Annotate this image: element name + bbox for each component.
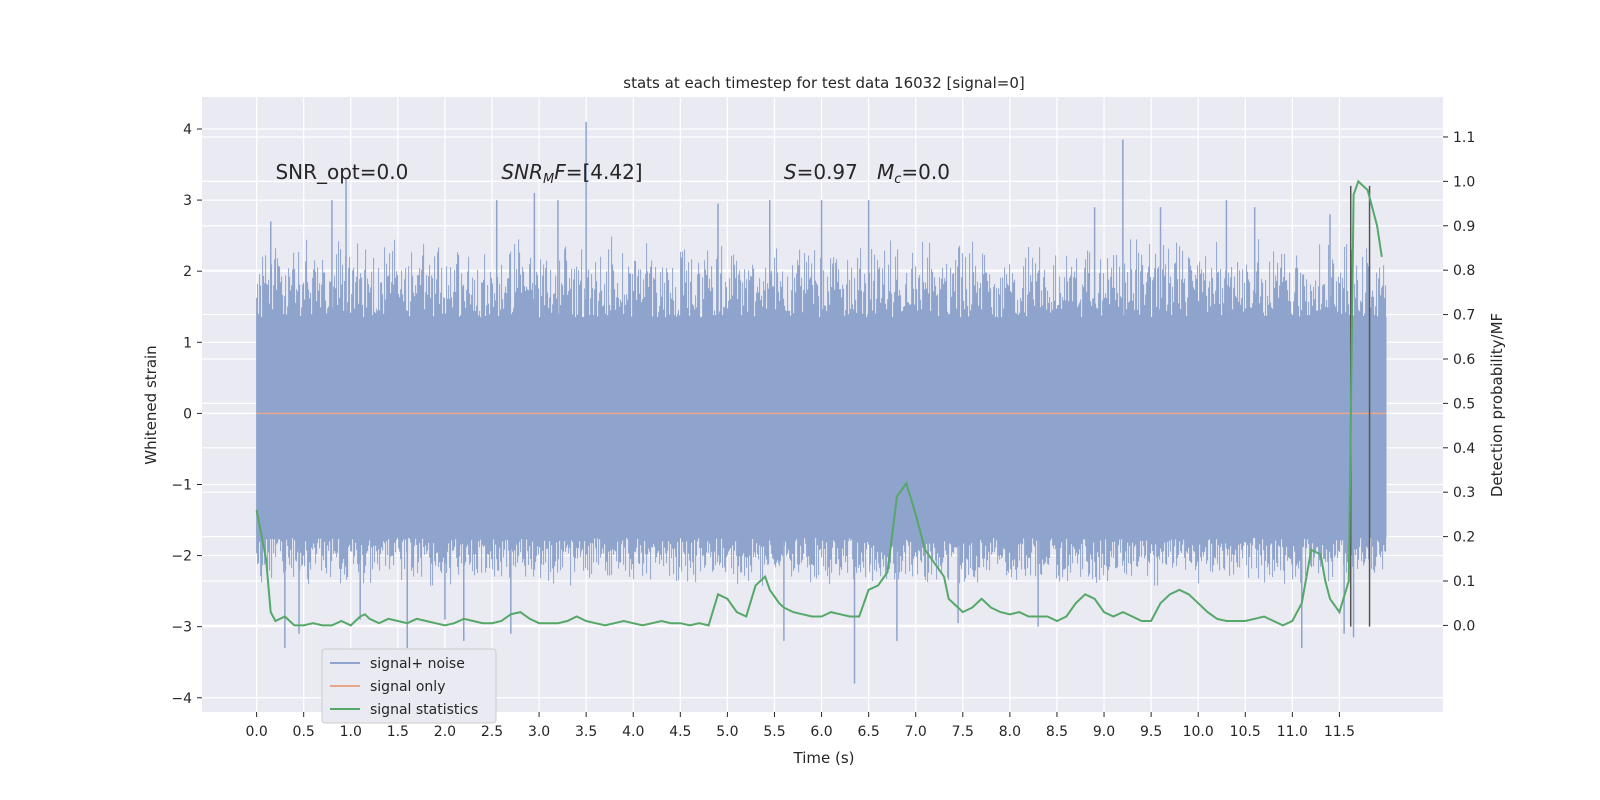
y-right-tick-label: 0.9 <box>1453 219 1475 235</box>
x-tick-label: 2.0 <box>434 724 456 740</box>
y-right-tick-label: 1.0 <box>1453 174 1475 190</box>
y-right-tick-label: 0.2 <box>1453 530 1475 546</box>
x-tick-label: 2.5 <box>481 724 503 740</box>
annotation-s-mc: S=0.97 Mc=0.0 <box>784 160 950 187</box>
x-tick-label: 7.5 <box>952 724 974 740</box>
x-tick-label: 6.0 <box>810 724 832 740</box>
x-tick-label: 9.0 <box>1093 724 1115 740</box>
signal-statistics-series <box>255 179 1383 627</box>
x-axis-ticks: 0.0 0.5 1.0 1.5 2.0 2.5 3.0 3.5 4.0 4.5 5.0 5.5 6.0 6… <box>245 712 1355 740</box>
y-left-tick-label: 0 <box>183 406 192 422</box>
x-tick-label: 5.0 <box>716 724 738 740</box>
x-tick-label: 4.5 <box>669 724 691 740</box>
x-tick-label: 11.5 <box>1324 724 1355 740</box>
y-left-axis-title: Whitened strain <box>142 345 160 464</box>
y-left-tick-label: 1 <box>183 335 192 351</box>
x-tick-label: 3.5 <box>575 724 597 740</box>
y-left-tick-label: −4 <box>171 691 192 707</box>
y-left-tick-label: −3 <box>171 620 192 636</box>
x-tick-label: 3.0 <box>528 724 550 740</box>
y-left-axis-ticks: −4 −3 −2 −1 0 1 2 3 4 <box>171 122 202 707</box>
x-tick-label: 10.5 <box>1230 724 1261 740</box>
y-right-tick-label: 0.4 <box>1453 441 1475 457</box>
legend-label: signal+ noise <box>370 656 465 672</box>
noise-series <box>256 121 1387 684</box>
y-left-tick-label: −2 <box>171 549 192 565</box>
annotations: SNR_opt=0.0 SNRMF=[4.42] S=0.97 Mc=0.0 <box>275 160 950 187</box>
x-axis-title: Time (s) <box>793 749 855 767</box>
y-right-tick-label: 1.1 <box>1453 130 1475 146</box>
x-tick-label: 1.5 <box>387 724 409 740</box>
chart-title: stats at each timestep for test data 160… <box>623 74 1024 92</box>
y-left-tick-label: 2 <box>183 264 192 280</box>
y-right-axis-title: Detection probability/MF <box>1488 313 1506 497</box>
y-right-tick-label: 0.8 <box>1453 263 1475 279</box>
x-tick-label: 8.5 <box>1046 724 1068 740</box>
x-tick-label: 11.0 <box>1277 724 1308 740</box>
y-left-tick-label: 3 <box>183 193 192 209</box>
y-left-tick-label: −1 <box>171 477 192 493</box>
legend-label: signal statistics <box>370 702 478 718</box>
x-tick-label: 0.0 <box>245 724 267 740</box>
noise-trace <box>256 236 1387 586</box>
x-tick-label: 0.5 <box>293 724 315 740</box>
x-tick-label: 9.5 <box>1140 724 1162 740</box>
y-right-tick-label: 0.7 <box>1453 308 1475 324</box>
y-right-tick-label: 0.0 <box>1453 618 1475 634</box>
y-right-tick-label: 0.6 <box>1453 352 1475 368</box>
y-right-tick-label: 0.5 <box>1453 396 1475 412</box>
y-left-tick-label: 4 <box>183 122 192 138</box>
annotation-snr-mf: SNRMF=[4.42] <box>501 160 642 187</box>
x-tick-label: 1.0 <box>340 724 362 740</box>
x-tick-label: 6.5 <box>858 724 880 740</box>
legend-box <box>321 648 497 724</box>
y-right-axis-ticks: 0.0 0.1 0.2 0.3 0.4 0.5 0.6 0.7 0.8 0.9 1.0 1.1 <box>1443 130 1475 634</box>
annotation-snr-opt: SNR_opt=0.0 <box>275 160 408 184</box>
y-right-tick-label: 0.3 <box>1453 485 1475 501</box>
legend-label: signal only <box>370 679 445 695</box>
x-tick-label: 8.0 <box>999 724 1021 740</box>
x-tick-label: 10.0 <box>1183 724 1214 740</box>
legend: signal+ noise signal only signal statistic… <box>321 648 497 724</box>
x-tick-label: 7.0 <box>905 724 927 740</box>
signal-statistics-line <box>255 179 1383 627</box>
x-tick-label: 4.0 <box>622 724 644 740</box>
x-tick-label: 5.5 <box>763 724 785 740</box>
y-right-tick-label: 0.1 <box>1453 574 1475 590</box>
